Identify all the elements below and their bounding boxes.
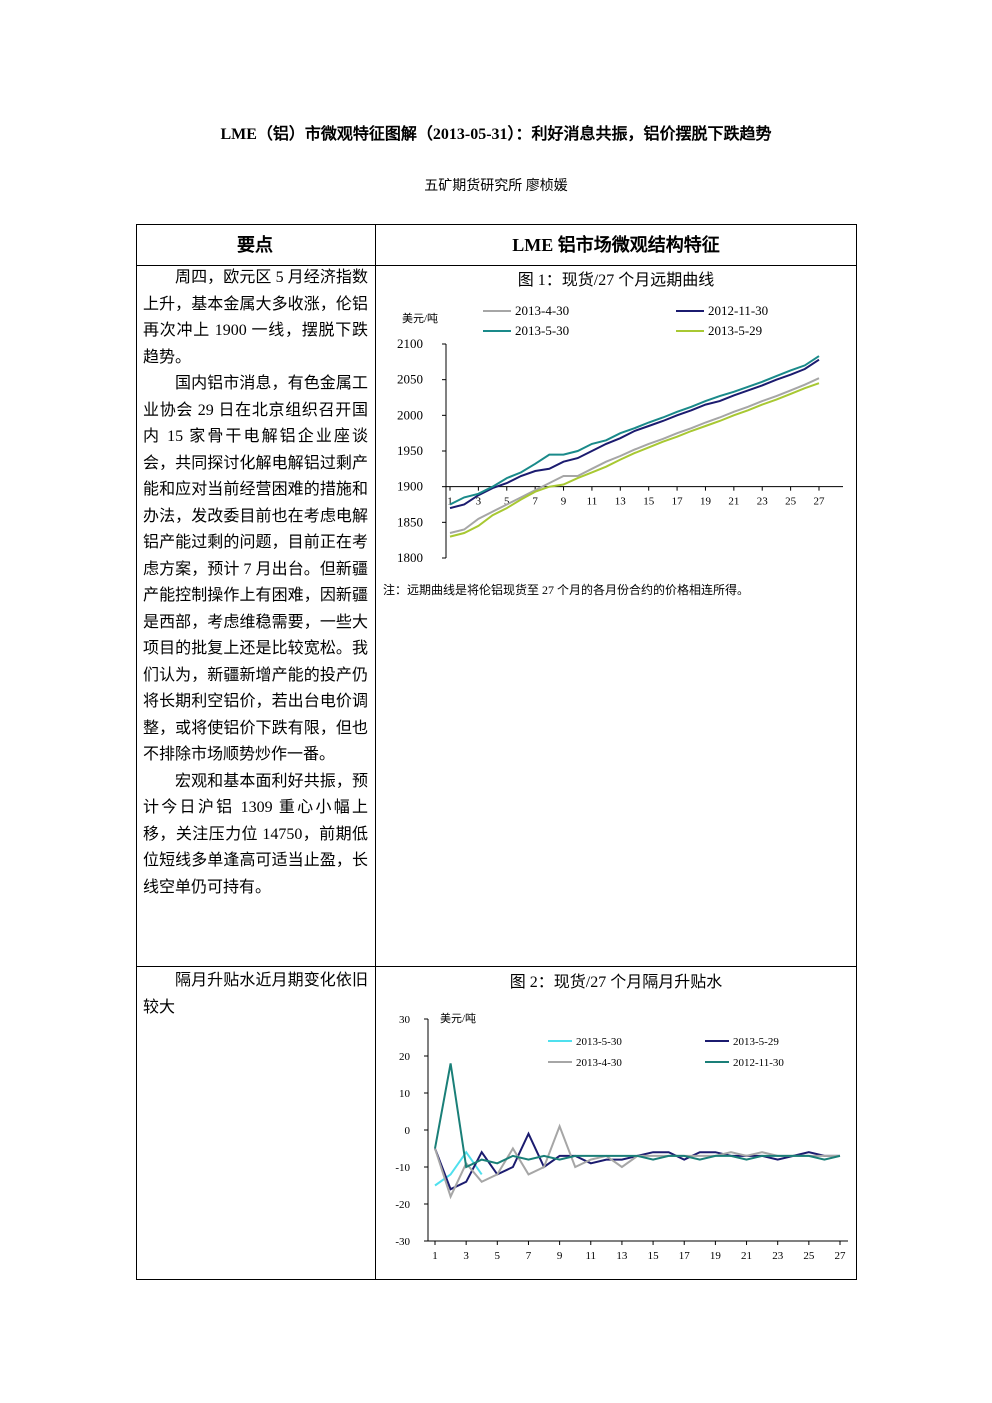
x-tick-label: 19 (710, 1250, 722, 1262)
legend-label: 2013-4-30 (576, 1057, 622, 1069)
chart-note: 注：远期曲线是将伦铝现货至 27 个月的各月份合约的价格相连所得。 (383, 582, 749, 597)
x-tick-label: 13 (616, 1250, 628, 1262)
x-tick-label: 9 (557, 1250, 563, 1262)
series-line (449, 358, 820, 510)
doc-title: LME（铝）市微观特征图解（2013-05-31）：利好消息共振，铝价摆脱下跌趋… (220, 124, 771, 143)
legend-label: 2013-4-30 (515, 303, 569, 318)
y-tick-label: -30 (395, 1236, 410, 1248)
x-tick-label: 5 (495, 1250, 501, 1262)
y-tick-label: 20 (399, 1051, 411, 1063)
y-tick-label: 1850 (397, 514, 423, 529)
y-tick-label: 10 (399, 1088, 411, 1100)
x-tick-label: 15 (643, 496, 655, 508)
paragraph: 宏观和基本面利好共振，预计今日沪铝 1309 重心小幅上移，关注压力位 1475… (143, 772, 368, 896)
chart-title: 图 2：现货/27 个月隔月升贴水 (510, 973, 722, 991)
y-tick-label: 2100 (397, 336, 423, 351)
author: 五矿期货研究所 廖桢媛 (424, 177, 568, 194)
legend-label: 2013-5-29 (733, 1036, 779, 1048)
table-header: LME 铝市场微观结构特征 (512, 234, 720, 255)
paragraph: 周四，欧元区 5 月经济指数上升，基本金属大多收涨，伦铝再次冲上 1900 一线… (143, 269, 368, 366)
x-tick-label: 17 (672, 496, 684, 508)
x-tick-label: 7 (526, 1250, 532, 1262)
y-axis-label: 美元/吨 (402, 312, 438, 325)
paragraph: 隔月升贴水近月期变化依旧较大 (143, 972, 368, 1016)
y-tick-label: 30 (399, 1014, 411, 1026)
x-tick-label: 11 (585, 1250, 596, 1262)
x-tick-label: 27 (814, 496, 826, 508)
x-tick-label: 11 (587, 496, 598, 508)
chart-title: 图 1：现货/27 个月远期曲线 (518, 271, 714, 289)
legend-label: 2013-5-30 (515, 323, 569, 338)
y-tick-label: -20 (395, 1199, 410, 1211)
points-text: 周四，欧元区 5 月经济指数上升，基本金属大多收涨，伦铝再次冲上 1900 一线… (143, 265, 368, 901)
y-tick-label: 1900 (397, 479, 423, 494)
x-tick-label: 25 (785, 496, 797, 508)
series-line (434, 1123, 840, 1200)
x-tick-label: 9 (561, 496, 567, 508)
x-tick-label: 17 (679, 1250, 691, 1262)
legend-label: 2012-11-30 (708, 303, 768, 318)
paragraph: 国内铝市消息，有色金属工业协会 29 日在北京组织召开国内 15 家骨干电解铝企… (143, 375, 368, 763)
y-tick-label: 2000 (397, 407, 423, 422)
x-tick-label: 27 (835, 1250, 847, 1262)
series-line (449, 382, 820, 538)
x-tick-label: 7 (532, 496, 538, 508)
x-tick-label: 3 (476, 496, 482, 508)
y-tick-label: 1800 (397, 550, 423, 565)
legend-label: 2013-5-30 (576, 1036, 622, 1048)
y-tick-label: 1950 (397, 443, 423, 458)
y-axis-label: 美元/吨 (440, 1012, 476, 1025)
y-tick-label: 2050 (397, 372, 423, 387)
x-tick-label: 23 (772, 1250, 784, 1262)
x-tick-label: 5 (504, 496, 510, 508)
series-line (434, 1131, 840, 1191)
x-tick-label: 21 (728, 496, 739, 508)
x-tick-label: 1 (432, 1250, 438, 1262)
series-line (449, 355, 820, 506)
x-tick-label: 1 (447, 496, 453, 508)
y-tick-label: -10 (395, 1162, 410, 1174)
x-tick-label: 19 (700, 496, 712, 508)
x-tick-label: 15 (648, 1250, 660, 1262)
legend-label: 2013-5-29 (708, 323, 762, 338)
series-line (449, 377, 820, 534)
x-tick-label: 13 (615, 496, 627, 508)
legend-label: 2012-11-30 (733, 1057, 784, 1069)
x-tick-label: 23 (757, 496, 769, 508)
x-tick-label: 25 (803, 1250, 815, 1262)
series-line (434, 1063, 841, 1169)
points-text: 隔月升贴水近月期变化依旧较大 (143, 968, 368, 1021)
x-tick-label: 3 (463, 1250, 469, 1262)
table-frame (136, 224, 857, 1280)
table-header: 要点 (237, 234, 273, 255)
x-tick-label: 21 (741, 1250, 752, 1262)
y-tick-label: 0 (405, 1125, 411, 1137)
